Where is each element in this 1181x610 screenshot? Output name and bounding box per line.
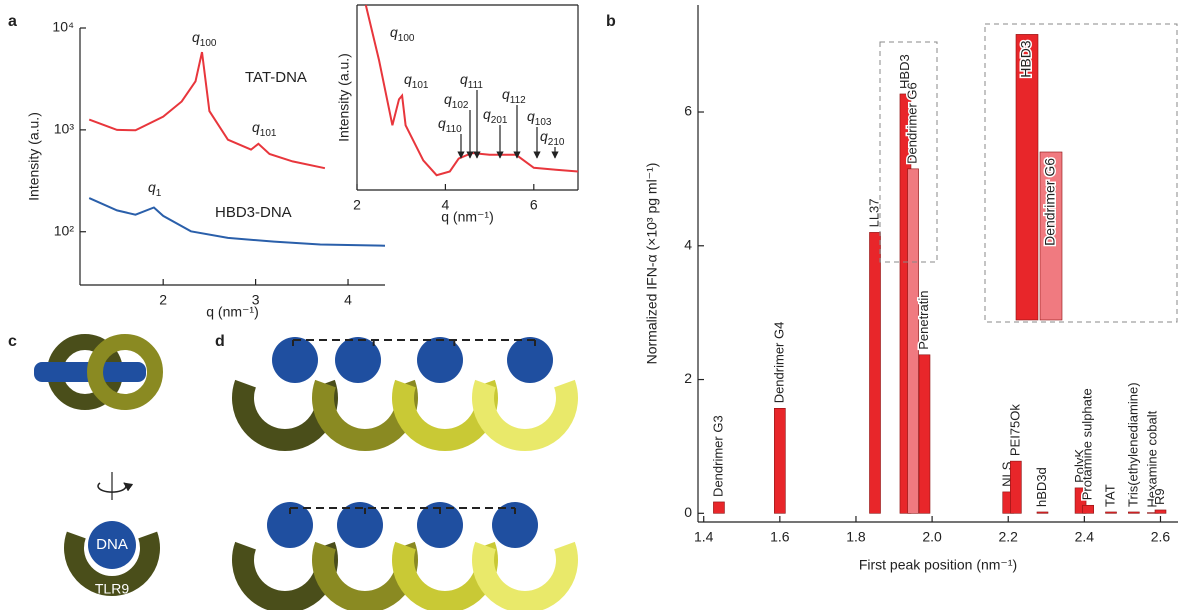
y-axis-label: Intensity (a.u.) — [336, 53, 352, 142]
bar-label: Dendrimer G4 — [771, 322, 786, 404]
peak-label: q112 — [502, 86, 526, 106]
x-tick-label: 2.0 — [922, 529, 942, 545]
bar-label: R9 — [1152, 488, 1167, 505]
annotation-symbol: q — [404, 71, 412, 87]
bar — [919, 355, 930, 514]
zoom-bar-label: Dendrimer G6 — [1042, 158, 1058, 246]
x-axis-label: q (nm⁻¹) — [206, 304, 259, 320]
annotation-symbol: q — [192, 29, 200, 45]
page: abcd23410²10³10⁴q (nm⁻¹)Intensity (a.u.)… — [0, 0, 1181, 610]
annotation-subscript: 1 — [156, 188, 162, 199]
x-tick-label: 4 — [344, 292, 352, 308]
bar-label: Protamine sulphate — [1080, 388, 1095, 500]
bar-label: PEI75Ok — [1007, 404, 1022, 457]
peak-label: q110 — [438, 115, 462, 135]
dna-label: DNA — [96, 536, 128, 553]
zoom-box — [985, 24, 1177, 322]
annotation-symbol: q — [390, 24, 398, 40]
x-tick-label: 6 — [530, 197, 538, 213]
x-tick-label: 2 — [159, 292, 167, 308]
y-tick-label: 6 — [684, 103, 692, 119]
annotation-subscript: 201 — [491, 115, 508, 126]
series-label: TAT-DNA — [245, 69, 307, 86]
peak-label: q101 — [404, 71, 429, 91]
bar — [1010, 461, 1021, 513]
x-tick-label: 1.6 — [770, 529, 790, 545]
annotation-symbol: q — [527, 108, 535, 124]
bar-label: TAT — [1102, 484, 1117, 507]
y-tick-label: 2 — [684, 370, 692, 386]
y-tick-label: 4 — [684, 236, 692, 252]
peak-label: q210 — [540, 128, 565, 148]
peak-label: q111 — [460, 71, 483, 91]
peak-label: q1 — [148, 179, 162, 199]
y-tick-label: 10³ — [54, 121, 75, 137]
bar — [1106, 512, 1117, 513]
annotation-subscript: 111 — [468, 80, 484, 91]
annotation-subscript: 100 — [200, 38, 217, 49]
annotation-symbol: q — [483, 106, 491, 122]
panel-label: b — [606, 13, 616, 30]
annotation-subscript: 100 — [398, 33, 415, 44]
x-tick-label: 1.4 — [694, 529, 714, 545]
receptor-label: TLR9 — [95, 581, 129, 597]
bar-label: Dendrimer G6 — [905, 82, 920, 164]
annotation-subscript: 102 — [452, 100, 469, 111]
annotation-subscript: 110 — [446, 124, 462, 135]
annotation-subscript: 210 — [548, 137, 565, 148]
annotation-symbol: q — [438, 115, 446, 131]
zoom-bar-label: HBD3 — [1018, 40, 1034, 78]
bar-label: Penetratin — [916, 291, 931, 350]
bar — [1155, 510, 1166, 513]
panel-label: c — [8, 333, 17, 350]
peak-label: q101 — [252, 119, 277, 139]
x-tick-label: 2.2 — [998, 529, 1018, 545]
x-tick-label: 2.6 — [1151, 529, 1171, 545]
x-axis-label: First peak position (nm⁻¹) — [859, 557, 1017, 573]
annotation-symbol: q — [444, 91, 452, 107]
bar-label: Dendrimer G3 — [710, 415, 725, 497]
bar — [1083, 505, 1094, 513]
figure: abcd23410²10³10⁴q (nm⁻¹)Intensity (a.u.)… — [0, 0, 1181, 610]
annotation-subscript: 112 — [510, 95, 526, 106]
panel-label: d — [215, 333, 225, 350]
series-label: HBD3-DNA — [215, 204, 292, 221]
peak-label: q103 — [527, 108, 552, 128]
annotation-symbol: q — [252, 119, 260, 135]
peak-label: q100 — [192, 29, 217, 49]
x-tick-label: 2 — [353, 197, 361, 213]
annotation-symbol: q — [502, 86, 510, 102]
bar — [713, 502, 724, 513]
dna-circle — [507, 337, 553, 383]
dna-circle — [417, 337, 463, 383]
peak-label: q201 — [483, 106, 508, 126]
annotation-symbol: q — [460, 71, 468, 87]
y-tick-label: 10⁴ — [52, 19, 74, 35]
bar — [1128, 512, 1139, 513]
bar — [870, 232, 881, 513]
annotation-symbol: q — [148, 179, 156, 195]
y-tick-label: 0 — [684, 504, 692, 520]
x-tick-label: 2.4 — [1075, 529, 1095, 545]
bar — [1037, 512, 1048, 513]
annotation-subscript: 103 — [535, 117, 552, 128]
x-tick-label: 1.8 — [846, 529, 866, 545]
bar-label: Tris(ethylenediamine) — [1125, 382, 1140, 507]
annotation-subscript: 101 — [260, 128, 277, 139]
y-tick-label: 10² — [54, 222, 75, 238]
annotation-symbol: q — [540, 128, 548, 144]
panel-label: a — [8, 13, 17, 30]
bar-label: hBD3d — [1034, 467, 1049, 507]
bar — [774, 408, 785, 513]
annotation-subscript: 101 — [412, 80, 429, 91]
y-axis-label: Normalized IFN-α (×10³ pg ml⁻¹) — [644, 163, 660, 365]
peak-label: q100 — [390, 24, 415, 44]
y-axis-label: Intensity (a.u.) — [26, 112, 42, 201]
x-axis-label: q (nm⁻¹) — [441, 209, 494, 225]
dna-circle — [272, 337, 318, 383]
peak-label: q102 — [444, 91, 469, 111]
bar-label: LL37 — [866, 198, 881, 227]
